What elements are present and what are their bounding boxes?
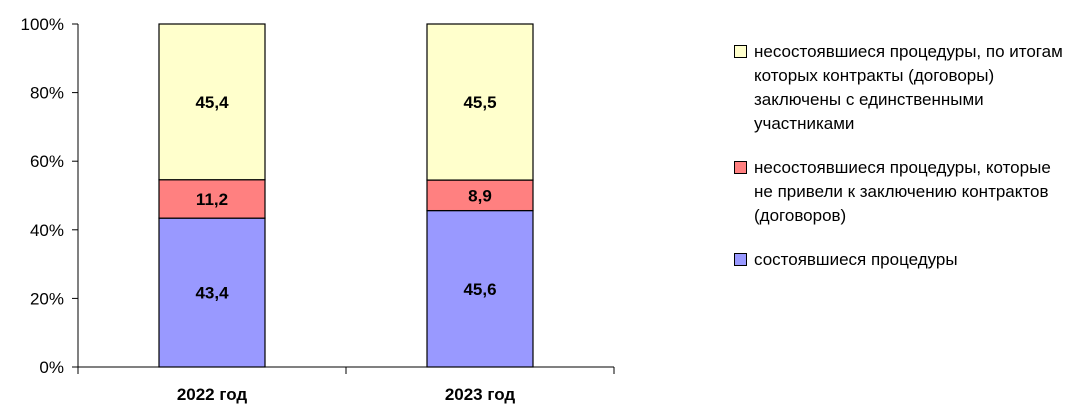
y-tick-label: 80% — [30, 84, 64, 103]
data-label: 45,5 — [463, 93, 496, 112]
x-category-label: 2022 год — [177, 385, 248, 404]
y-tick-label: 40% — [30, 221, 64, 240]
data-label: 11,2 — [196, 190, 228, 209]
legend-swatch — [734, 253, 747, 266]
y-tick-label: 20% — [30, 289, 64, 308]
bar-segment — [158, 217, 266, 368]
legend-label: несостоявшиеся процедуры, по итогам кото… — [754, 42, 1063, 133]
y-tick-label: 0% — [39, 358, 64, 377]
data-label: 8,9 — [468, 186, 492, 205]
legend-item-completed: состоявшиеся процедуры — [734, 248, 1074, 272]
data-label: 45,4 — [195, 93, 229, 112]
bar-segment — [158, 179, 266, 219]
chart-labels: 2022 год 2023 год 43,4 11,2 45,4 45,6 8,9 45,5 — [177, 93, 516, 404]
legend-item-no-contract: несостоявшиеся процедуры, которые не при… — [734, 156, 1074, 228]
bar-segment — [426, 23, 534, 181]
y-tick-label: 60% — [30, 152, 64, 171]
legend-label: состоявшиеся процедуры — [754, 250, 958, 269]
bar-segment — [158, 23, 266, 181]
chart-bars — [158, 23, 534, 368]
legend-item-single-participant: несостоявшиеся процедуры, по итогам кото… — [734, 40, 1074, 136]
legend-swatch — [734, 45, 747, 58]
data-label: 45,6 — [463, 280, 496, 299]
chart-legend: несостоявшиеся процедуры, по итогам кото… — [734, 40, 1074, 272]
stacked-bar-chart: 0% 20% 40% 60% 80% 100% 2022 год 2023 год 43,4 1… — [21, 15, 615, 404]
x-category-label: 2023 год — [445, 385, 516, 404]
legend-swatch — [734, 161, 747, 174]
bar-segment — [426, 179, 534, 212]
data-label: 43,4 — [195, 284, 229, 303]
legend-label: несостоявшиеся процедуры, которые не при… — [754, 158, 1051, 225]
y-tick-label: 100% — [21, 15, 64, 34]
